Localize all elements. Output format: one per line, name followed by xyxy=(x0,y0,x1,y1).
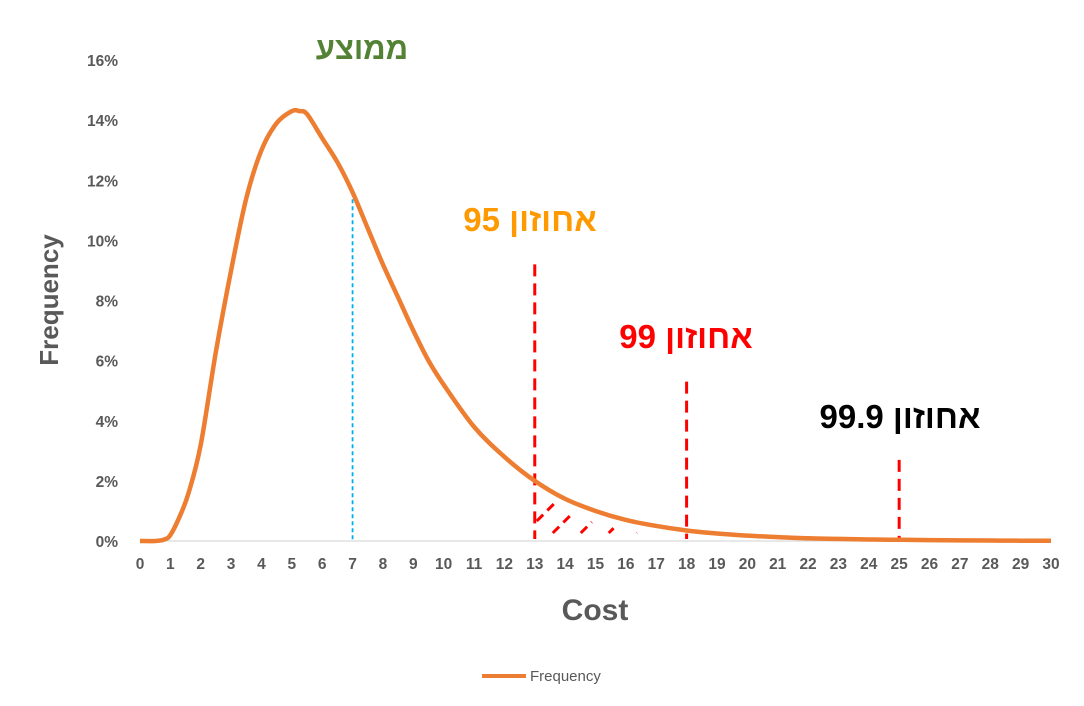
y-tick-label: 12% xyxy=(87,173,118,190)
y-tick-label: 14% xyxy=(87,113,118,130)
x-tick-label: 12 xyxy=(496,556,513,573)
annotation-labels: ממוצע אחוזון 95 אחוזון 99 אחוזון 99.9 xyxy=(316,31,981,435)
x-tick-label: 29 xyxy=(1012,556,1030,573)
p99-label: אחוזון 99 xyxy=(619,318,752,355)
x-tick-label: 15 xyxy=(587,556,605,573)
x-tick-label: 0 xyxy=(136,556,145,573)
series-layer xyxy=(139,107,1052,544)
x-tick-label: 19 xyxy=(708,556,726,573)
x-tick-label: 3 xyxy=(227,556,236,573)
x-tick-label: 11 xyxy=(466,556,483,573)
x-tick-label: 24 xyxy=(860,556,878,573)
x-tick-label: 18 xyxy=(678,556,696,573)
y-tick-label: 8% xyxy=(96,294,119,311)
hatch-stroke xyxy=(535,500,558,523)
x-tick-label: 14 xyxy=(557,556,575,573)
x-tick-label: 13 xyxy=(526,556,544,573)
y-tick-label: 2% xyxy=(96,474,119,491)
x-tick-label: 8 xyxy=(379,556,388,573)
y-tick-label: 10% xyxy=(87,233,118,250)
y-tick-label: 6% xyxy=(96,354,119,371)
x-tick-label: 25 xyxy=(891,556,909,573)
x-tick-label: 26 xyxy=(921,556,939,573)
x-tick-label: 17 xyxy=(648,556,665,573)
x-tick-label: 2 xyxy=(196,556,205,573)
x-tick-label: 22 xyxy=(799,556,816,573)
hatch-stroke xyxy=(551,512,574,535)
x-tick-label: 6 xyxy=(318,556,327,573)
x-tick-label: 21 xyxy=(769,556,787,573)
x-tick-label: 28 xyxy=(982,556,1000,573)
reference-lines xyxy=(351,192,901,541)
y-tick-label: 0% xyxy=(96,534,119,551)
x-tick-label: 4 xyxy=(257,556,266,573)
hatch-stroke xyxy=(579,520,593,535)
x-tick-label: 10 xyxy=(435,556,452,573)
frequency-series-line xyxy=(139,107,1052,544)
legend-label: Frequency xyxy=(530,668,601,685)
mean-label: ממוצע xyxy=(316,31,408,66)
x-tick-label: 30 xyxy=(1042,556,1059,573)
y-axis-ticks: 0% 2% 4% 6% 8% 10% 12% 14% 16% xyxy=(87,53,118,551)
x-tick-label: 5 xyxy=(288,556,297,573)
x-tick-label: 20 xyxy=(739,556,756,573)
x-tick-label: 16 xyxy=(617,556,635,573)
x-tick-label: 23 xyxy=(830,556,848,573)
x-tick-label: 7 xyxy=(348,556,357,573)
y-axis-title: Frequency xyxy=(34,234,64,366)
y-tick-label: 16% xyxy=(87,53,118,70)
x-axis-ticks: 0 1 2 3 4 5 6 7 8 9 10 11 12 13 14 15 16 17 18 19 20 21 22 23 24… xyxy=(136,556,1060,573)
p95-label: אחוזון 95 xyxy=(463,201,596,238)
hatch-stroke xyxy=(607,527,615,535)
tail-hatch-region xyxy=(535,500,639,535)
y-tick-label: 4% xyxy=(96,414,119,431)
p999-label: אחוזון 99.9 xyxy=(820,398,981,435)
x-axis-title: Cost xyxy=(562,594,629,627)
legend: Frequency xyxy=(482,668,601,685)
x-tick-label: 9 xyxy=(409,556,418,573)
x-tick-label: 27 xyxy=(951,556,968,573)
x-tick-label: 1 xyxy=(166,556,175,573)
